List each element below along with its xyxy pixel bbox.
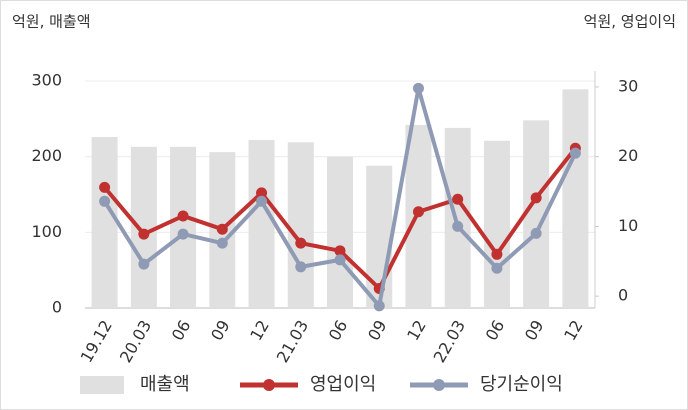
y-tick-label: 300 xyxy=(31,71,62,90)
point xyxy=(452,220,464,232)
x-tick-label: 09 xyxy=(521,317,548,344)
bar xyxy=(248,140,275,308)
bar xyxy=(130,146,157,308)
legend-label: 당기순이익 xyxy=(480,374,563,395)
point xyxy=(216,237,228,249)
point xyxy=(530,192,542,204)
point xyxy=(412,206,424,218)
point xyxy=(334,245,346,257)
y2-tick-label: 30 xyxy=(618,76,638,95)
legend-marker xyxy=(433,379,445,391)
x-tick-label: 19.12 xyxy=(77,317,116,366)
point xyxy=(138,228,150,240)
y2-axis-label: 억원, 영업이익 xyxy=(584,13,676,31)
bar xyxy=(327,156,353,308)
y2-tick-label: 0 xyxy=(618,286,628,305)
point xyxy=(373,300,385,312)
y-axis-label: 억원, 매출액 xyxy=(12,13,91,31)
point xyxy=(334,254,346,266)
x-tick-label: 21.03 xyxy=(273,317,312,366)
x-tick-label: 06 xyxy=(325,317,352,344)
x-tick-label: 12 xyxy=(560,317,587,344)
bar xyxy=(562,89,589,308)
legend-label: 영업이익 xyxy=(310,374,376,395)
point xyxy=(256,187,268,199)
point xyxy=(177,210,189,222)
x-tick-label: 20.03 xyxy=(116,317,155,366)
bar xyxy=(91,136,118,308)
y2-tick-label: 20 xyxy=(618,146,638,165)
point xyxy=(412,82,424,94)
point xyxy=(295,261,307,273)
y-tick-label: 100 xyxy=(31,222,62,241)
point xyxy=(256,195,268,207)
point xyxy=(99,181,111,193)
legend-label: 매출액 xyxy=(140,374,190,395)
point xyxy=(216,223,228,235)
x-tick-label: 09 xyxy=(207,317,234,344)
bar xyxy=(444,127,471,308)
y-tick-label: 0 xyxy=(52,298,62,317)
x-tick-label: 09 xyxy=(364,317,391,344)
bar xyxy=(483,140,510,308)
x-tick-label: 06 xyxy=(482,317,509,344)
point xyxy=(138,258,150,270)
point xyxy=(569,147,581,159)
bar xyxy=(287,142,314,308)
bar xyxy=(170,146,197,308)
point xyxy=(452,193,464,205)
point xyxy=(99,195,111,207)
y2-tick-label: 10 xyxy=(618,216,638,235)
x-tick-label: 06 xyxy=(168,317,195,344)
x-tick-label: 12 xyxy=(403,317,430,344)
y-tick-label: 200 xyxy=(31,146,62,165)
legend-swatch xyxy=(80,376,124,394)
x-tick-label: 12 xyxy=(246,317,273,344)
legend-marker xyxy=(263,379,275,391)
x-tick-label: 22.03 xyxy=(430,317,469,366)
point xyxy=(177,228,189,240)
point xyxy=(491,248,503,260)
point xyxy=(491,262,503,274)
point xyxy=(295,237,307,249)
point xyxy=(530,227,542,239)
